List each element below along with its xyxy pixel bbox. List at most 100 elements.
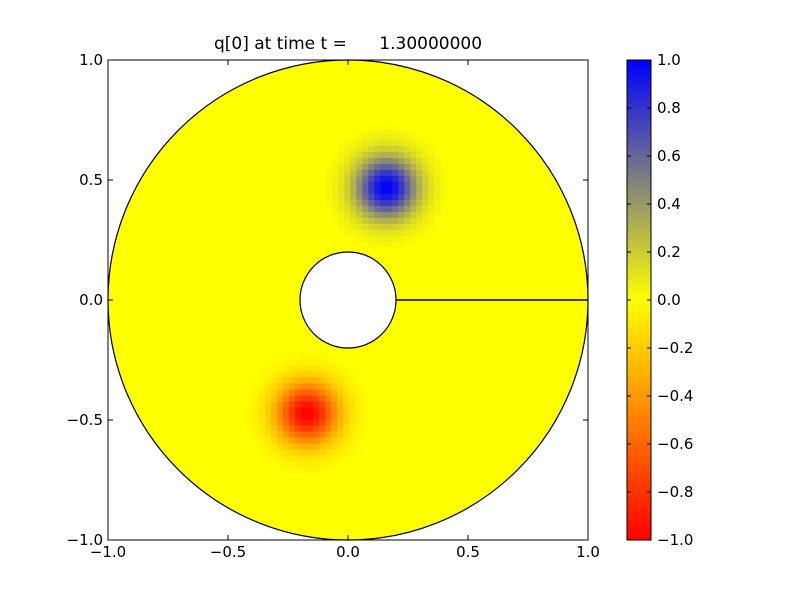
field-cell — [331, 418, 338, 426]
field-cell — [356, 235, 363, 242]
field-cell — [356, 181, 363, 188]
field-cell — [368, 139, 375, 146]
field-cell — [325, 370, 332, 378]
field-cell — [301, 430, 308, 438]
field-cell — [350, 139, 357, 146]
colorbar-tick-label: 0.0 — [657, 291, 681, 309]
field-cell — [349, 376, 356, 384]
field-cell — [434, 211, 441, 218]
field-cell — [410, 133, 417, 140]
field-cell — [344, 151, 351, 158]
field-cell — [307, 454, 314, 462]
field-cell — [392, 175, 399, 182]
field-cell — [265, 376, 272, 384]
field-cell — [392, 217, 399, 224]
field-cell — [380, 181, 387, 188]
field-cell — [295, 388, 302, 396]
field-cell — [422, 139, 429, 146]
field-cell — [325, 448, 332, 456]
field-cell — [428, 211, 435, 218]
field-cell — [301, 394, 308, 402]
field-cell — [271, 454, 278, 462]
field-cell — [277, 442, 284, 450]
field-cell — [355, 382, 362, 390]
field-cell — [422, 187, 429, 194]
field-cell — [343, 382, 350, 390]
field-cell — [368, 145, 375, 152]
field-cell — [313, 454, 320, 462]
field-cell — [343, 370, 350, 378]
field-cell — [313, 424, 320, 432]
field-cell — [380, 223, 387, 230]
field-cell — [362, 217, 369, 224]
field-cell — [362, 235, 369, 242]
field-cell — [307, 400, 314, 408]
y-tick-label: 0.0 — [79, 291, 103, 309]
field-cell — [295, 358, 302, 366]
field-cell — [301, 442, 308, 450]
field-cell — [374, 229, 381, 236]
field-cell — [416, 163, 423, 170]
field-cell — [374, 193, 381, 200]
field-cell — [428, 175, 435, 182]
field-cell — [337, 364, 344, 372]
field-cell — [356, 145, 363, 152]
field-cell — [331, 454, 338, 462]
field-cell — [355, 400, 362, 408]
field-cell — [313, 442, 320, 450]
field-cell — [374, 199, 381, 206]
field-cell — [428, 199, 435, 206]
field-cell — [410, 235, 417, 242]
field-cell — [301, 406, 308, 414]
field-cell — [386, 187, 393, 194]
field-cell — [361, 394, 368, 402]
field-cell — [283, 460, 290, 468]
field-cell — [398, 187, 405, 194]
field-cell — [259, 376, 266, 384]
field-cell — [271, 412, 278, 420]
field-cell — [404, 205, 411, 212]
field-cell — [386, 229, 393, 236]
field-cell — [410, 169, 417, 176]
field-cell — [325, 418, 332, 426]
field-cell — [404, 139, 411, 146]
field-cell — [289, 364, 296, 372]
field-cell — [410, 193, 417, 200]
field-cell — [392, 205, 399, 212]
field-cell — [392, 229, 399, 236]
field-cell — [277, 370, 284, 378]
field-cell — [410, 163, 417, 170]
field-cell — [374, 175, 381, 182]
field-cell — [331, 376, 338, 384]
field-cell — [265, 454, 272, 462]
field-cell — [380, 235, 387, 242]
field-cell — [386, 127, 393, 134]
field-cell — [319, 394, 326, 402]
field-cell — [404, 229, 411, 236]
field-cell — [349, 400, 356, 408]
field-cell — [386, 145, 393, 152]
field-cell — [325, 436, 332, 444]
field-cell — [307, 364, 314, 372]
field-cell — [356, 229, 363, 236]
field-cell — [337, 454, 344, 462]
field-cell — [374, 241, 381, 248]
field-cell — [313, 436, 320, 444]
field-cell — [362, 175, 369, 182]
y-tick-label: 0.5 — [79, 171, 103, 189]
field-cell — [362, 151, 369, 158]
field-cell — [332, 199, 339, 206]
field-cell — [259, 400, 266, 408]
field-cell — [428, 217, 435, 224]
field-cell — [392, 187, 399, 194]
field-cell — [404, 187, 411, 194]
y-tick-label: −1.0 — [67, 531, 103, 549]
field-cell — [386, 205, 393, 212]
field-cell — [277, 436, 284, 444]
field-cell — [338, 145, 345, 152]
field-cell — [434, 193, 441, 200]
field-cell — [392, 157, 399, 164]
field-cell — [319, 358, 326, 366]
field-cell — [289, 352, 296, 360]
field-cell — [337, 376, 344, 384]
